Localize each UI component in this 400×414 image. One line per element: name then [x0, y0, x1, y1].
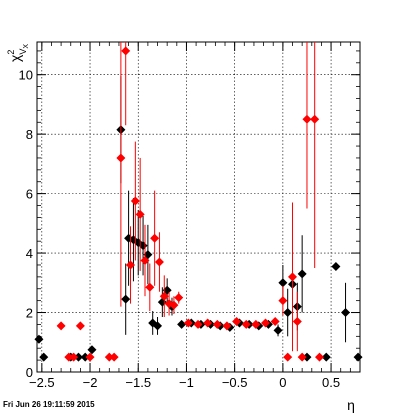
- data-point: [104, 352, 114, 362]
- data-point: [251, 319, 261, 329]
- data-point: [153, 321, 163, 331]
- series-1: [56, 42, 325, 362]
- x-tick-label: −1: [179, 375, 194, 390]
- y-tick-label: 8: [26, 127, 33, 142]
- x-tick-label: −2: [83, 375, 98, 390]
- data-point: [241, 319, 251, 329]
- y-axis-label-main: χ: [7, 54, 23, 62]
- data-point: [56, 321, 66, 331]
- data-point: [73, 352, 83, 362]
- data-point: [297, 269, 307, 279]
- grid: [37, 42, 360, 372]
- data-point: [145, 282, 155, 292]
- data-point: [80, 352, 90, 362]
- data-point: [177, 319, 187, 329]
- data-point: [353, 352, 363, 362]
- data-point: [87, 345, 97, 355]
- data-point: [39, 352, 49, 362]
- data-point: [283, 352, 293, 362]
- data-point: [270, 316, 280, 326]
- y-tick-label: 10: [19, 68, 33, 83]
- data-point: [203, 318, 213, 328]
- y-tick-label: 0: [26, 365, 33, 380]
- data-point: [297, 352, 307, 362]
- data-point: [159, 291, 169, 301]
- data-point: [116, 153, 126, 163]
- data-point: [261, 318, 271, 328]
- x-tick-label: −0.5: [222, 375, 248, 390]
- data-point: [121, 46, 131, 56]
- data-point: [135, 209, 145, 219]
- data-point: [64, 352, 74, 362]
- data-point: [109, 352, 119, 362]
- data-point: [154, 257, 164, 267]
- data-point: [222, 321, 232, 331]
- data-point: [331, 261, 341, 271]
- y-tick-label: 6: [26, 187, 33, 202]
- data-point: [212, 319, 222, 329]
- data-point: [302, 352, 312, 362]
- data-point: [121, 294, 131, 304]
- y-tick-label: 4: [26, 246, 33, 261]
- data-point: [174, 293, 184, 303]
- data-point: [130, 196, 140, 206]
- data-point: [232, 316, 242, 326]
- plot-frame: [36, 41, 361, 373]
- data-point: [341, 308, 351, 318]
- data-point: [150, 233, 160, 243]
- y-axis-label-subsub: X: [23, 44, 30, 49]
- data-point: [288, 272, 298, 282]
- data-point: [278, 278, 288, 288]
- data-point: [34, 334, 44, 344]
- x-axis-label: η: [347, 397, 355, 413]
- data-point: [302, 114, 312, 124]
- y-axis-label: χ2 VX: [6, 44, 30, 62]
- series-layer: [34, 42, 363, 362]
- data-point: [321, 352, 331, 362]
- timestamp: Fri Jun 26 19:11:59 2015: [3, 400, 95, 409]
- data-point: [85, 352, 95, 362]
- y-axis-label-sub: V: [18, 49, 28, 55]
- data-point: [273, 325, 283, 335]
- data-point: [140, 256, 150, 266]
- data-point: [126, 260, 136, 270]
- data-point: [310, 114, 320, 124]
- data-point: [169, 300, 179, 310]
- data-point: [283, 308, 293, 318]
- x-tick-label: 0.5: [322, 375, 340, 390]
- x-tick-label: −1.5: [125, 375, 151, 390]
- axis-ticks: −2.5 −2 −1.5 −1 −0.5 0 0.5 0 2 4 6 8 10: [19, 42, 361, 390]
- x-tick-label: −2.5: [29, 375, 55, 390]
- data-point: [193, 319, 203, 329]
- data-point: [75, 321, 85, 331]
- data-point: [183, 318, 193, 328]
- y-axis-label-sup: 2: [6, 50, 16, 55]
- y-tick-label: 2: [26, 306, 33, 321]
- x-tick-label: 0: [279, 375, 286, 390]
- data-point: [69, 352, 79, 362]
- data-point: [315, 352, 325, 362]
- data-point: [278, 296, 288, 306]
- data-point: [292, 316, 302, 326]
